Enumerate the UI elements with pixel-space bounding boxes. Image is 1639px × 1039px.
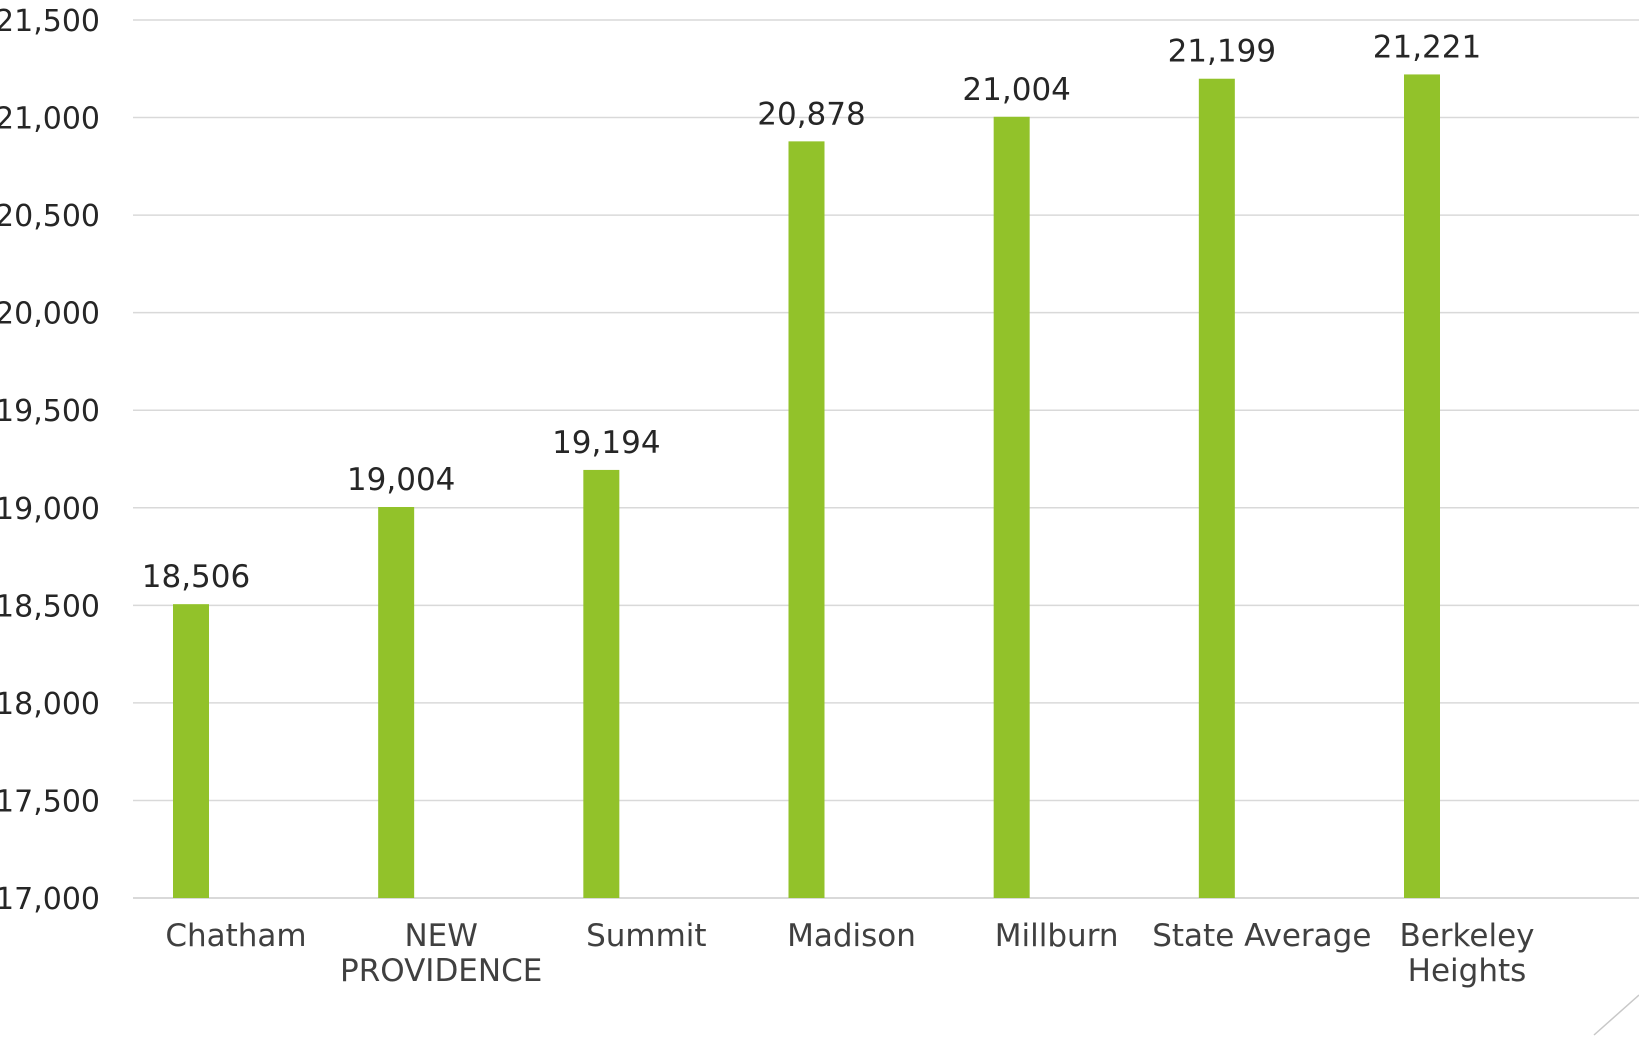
corner-slash-line — [1593, 994, 1639, 1036]
y-tick-label: 18,500 — [0, 589, 100, 624]
y-axis-tick-labels: 17,000 17,500 18,000 18,500 19,000 19,500 20,0… — [0, 4, 100, 917]
y-tick-label: 20,500 — [0, 199, 100, 234]
x-category-label-line: Heights — [1408, 953, 1527, 989]
x-category-label: Berkeley Heights — [1399, 918, 1534, 989]
y-tick-label: 18,000 — [0, 687, 100, 722]
y-tick-label: 20,000 — [0, 297, 100, 332]
x-category-label: Millburn — [995, 918, 1119, 954]
data-label: 21,221 — [1373, 29, 1481, 65]
bar — [583, 469, 620, 898]
x-category-label-line: Chatham — [165, 918, 306, 954]
x-category-label: State Average — [1152, 918, 1371, 954]
x-category-label-line: State Average — [1152, 918, 1371, 954]
x-category-label-line: PROVIDENCE — [340, 953, 542, 989]
x-category-label-line: Madison — [787, 918, 916, 954]
y-tick-label: 21,500 — [0, 4, 100, 39]
x-category-label-line: Berkeley — [1399, 918, 1534, 954]
x-category-label: Chatham — [165, 918, 306, 954]
x-category-label-line: Summit — [586, 918, 707, 954]
y-tick-label: 19,000 — [0, 492, 100, 527]
y-tick-label: 19,500 — [0, 394, 100, 429]
y-tick-label: 17,000 — [0, 882, 100, 917]
x-category-label-line: NEW — [404, 918, 477, 954]
x-category-label: Summit — [586, 918, 707, 954]
bar — [378, 506, 415, 898]
data-label: 20,878 — [757, 96, 865, 132]
x-category-label: Madison — [787, 918, 916, 954]
data-label: 21,199 — [1168, 34, 1276, 70]
bar — [788, 141, 825, 898]
bar — [173, 604, 209, 898]
bar — [1404, 74, 1440, 899]
bar — [993, 116, 1030, 899]
x-axis-category-labels: Chatham NEW PROVIDENCE Summit Madison Millbur… — [165, 918, 1534, 989]
data-label: 19,004 — [347, 462, 455, 498]
y-tick-label: 17,500 — [0, 784, 100, 819]
data-labels: 18,506 19,004 19,194 20,878 21,004 21,199 21,2… — [142, 29, 1481, 595]
x-category-label: NEW PROVIDENCE — [340, 918, 542, 989]
y-tick-label: 21,000 — [0, 102, 100, 137]
data-label: 18,506 — [142, 559, 250, 595]
bar — [1198, 78, 1235, 898]
data-label: 19,194 — [552, 425, 660, 461]
x-category-label-line: Millburn — [995, 918, 1119, 954]
data-label: 21,004 — [962, 72, 1070, 108]
corner-decoration — [1593, 994, 1639, 1036]
bars — [173, 74, 1440, 899]
